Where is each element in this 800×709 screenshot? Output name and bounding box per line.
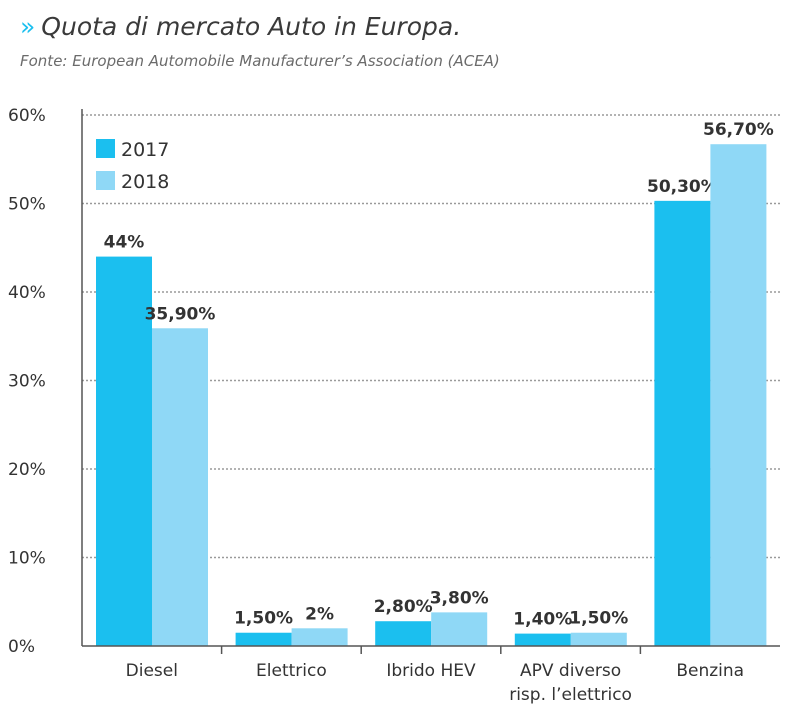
x-tick-label: Diesel <box>126 661 178 681</box>
bar-2017 <box>514 633 571 646</box>
legend-label: 2018 <box>121 171 169 193</box>
bar-2017 <box>375 621 432 646</box>
bar-2018 <box>710 144 767 646</box>
x-tick-label: APV diverso <box>520 661 621 681</box>
bar-2018 <box>431 612 488 646</box>
x-tick-label: Elettrico <box>256 661 327 681</box>
bar-2017 <box>96 256 152 646</box>
data-label: 1,50% <box>234 609 293 629</box>
data-label: 3,80% <box>430 588 489 608</box>
x-tick-label: Benzina <box>676 661 744 681</box>
data-label: 2,80% <box>374 597 433 617</box>
title-row: » Quota di mercato Auto in Europa. <box>20 10 500 44</box>
data-label: 44% <box>104 233 145 253</box>
y-tick-label: 10% <box>8 549 46 569</box>
y-tick-label: 0% <box>8 637 35 657</box>
bar-2018 <box>152 328 208 646</box>
bar-2017 <box>235 632 292 646</box>
data-label: 1,50% <box>569 609 628 629</box>
legend-swatch-2017 <box>96 139 115 158</box>
y-tick-label: 20% <box>8 460 46 480</box>
x-tick-label: risp. l’elettrico <box>509 685 632 705</box>
legend-label: 2017 <box>121 139 169 161</box>
chart-title: Quota di mercato Auto in Europa. <box>41 12 462 41</box>
y-tick-label: 40% <box>8 283 46 303</box>
y-tick-label: 60% <box>8 106 46 126</box>
chart-subtitle: Fonte: European Automobile Manufacturer’… <box>20 52 500 70</box>
data-label: 56,70% <box>703 120 774 140</box>
data-label: 35,90% <box>145 304 216 324</box>
chart-header: » Quota di mercato Auto in Europa. Fonte:… <box>20 10 500 70</box>
legend-swatch-2018 <box>96 171 115 190</box>
x-tick-label: Ibrido HEV <box>386 661 476 681</box>
data-label: 1,40% <box>513 610 572 630</box>
chevron-icon: » <box>20 12 36 41</box>
y-tick-label: 30% <box>8 372 46 392</box>
bar-2018 <box>570 632 627 646</box>
bar-2018 <box>291 628 348 646</box>
bar-2017 <box>654 200 711 646</box>
data-label: 2% <box>305 604 334 624</box>
data-label: 50,30% <box>647 177 718 197</box>
y-tick-label: 50% <box>8 195 46 215</box>
